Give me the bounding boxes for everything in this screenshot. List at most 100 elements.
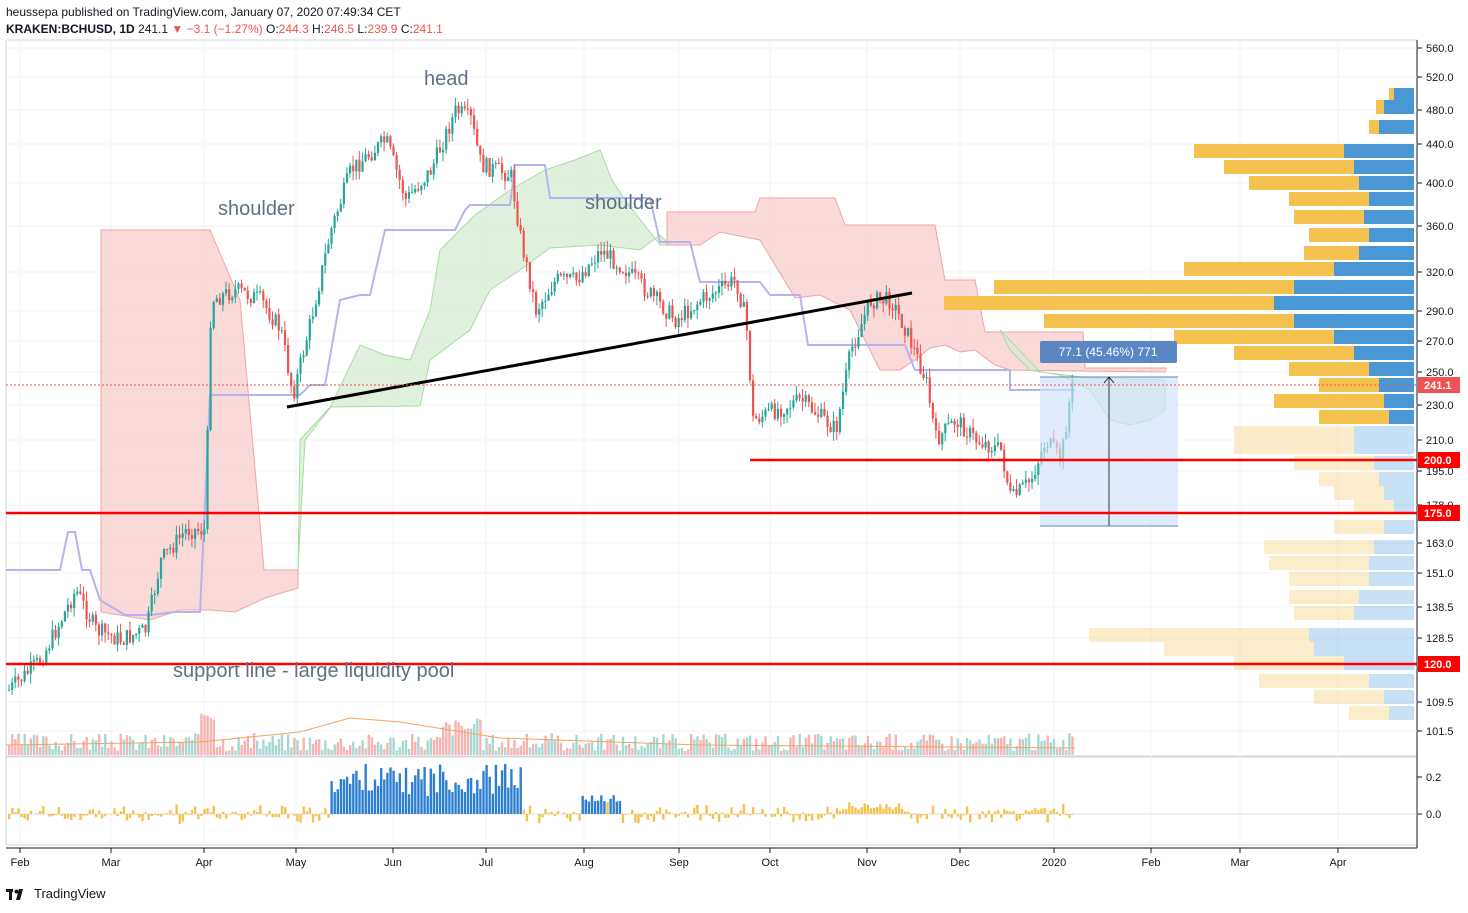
- candle-body: [321, 265, 324, 291]
- candle-body: [748, 330, 752, 381]
- volume-bar: [122, 739, 126, 755]
- time-tick-label: Mar: [102, 857, 121, 869]
- osc-bar: [674, 814, 677, 818]
- candle-body: [333, 216, 336, 229]
- candle-body: [795, 394, 798, 401]
- time-axis[interactable]: Feb Mar Apr May Jun Jul Aug Sep Oct Nov Dec 2020 Feb…: [11, 848, 1347, 869]
- osc-bar: [287, 814, 290, 819]
- candle-body: [1000, 442, 1003, 450]
- head-annotation[interactable]: head: [424, 68, 469, 90]
- candle-body: [57, 626, 60, 638]
- osc-bar: [94, 814, 98, 818]
- volume-bar: [29, 738, 33, 755]
- vp-bar-orange: [1294, 606, 1354, 620]
- oscillator-histogram: [8, 763, 1074, 824]
- vp-bar-blue: [1394, 88, 1414, 102]
- osc-bar: [711, 814, 715, 819]
- volume-bar: [823, 749, 826, 755]
- osc-bar: [615, 801, 618, 814]
- volume-bar: [572, 742, 575, 755]
- time-tick-label: Nov: [857, 857, 877, 869]
- osc-bar: [1040, 808, 1043, 814]
- candle-body: [463, 106, 466, 109]
- osc-bar: [944, 808, 947, 814]
- candle-body: [293, 386, 296, 399]
- vp-bar-blue: [1364, 210, 1414, 224]
- candle-body: [370, 157, 373, 161]
- footer-brand[interactable]: TradingView: [34, 886, 106, 901]
- candle-body: [603, 250, 606, 255]
- osc-bar: [42, 806, 45, 814]
- candle-body: [308, 318, 311, 341]
- symbol-label[interactable]: KRAKEN:BCHUSD, 1D: [6, 22, 135, 36]
- osc-bar: [218, 814, 222, 819]
- volume-bar: [1071, 736, 1074, 755]
- candle-body: [163, 548, 166, 558]
- vp-bar-blue: [1354, 440, 1414, 454]
- volume-bar: [941, 743, 944, 755]
- candle-body: [783, 414, 786, 417]
- volume-bar: [169, 737, 172, 755]
- osc-bar: [237, 814, 240, 816]
- volume-bar: [721, 736, 724, 755]
- support-annotation[interactable]: support line - large liquidity pool: [173, 660, 454, 682]
- vp-bar-blue: [1384, 690, 1414, 704]
- candle-body: [144, 624, 147, 633]
- time-tick-label: Feb: [11, 857, 30, 869]
- volume-bar: [256, 740, 259, 755]
- candle-body: [339, 203, 342, 212]
- candle-body: [352, 165, 355, 172]
- neckline-trendline[interactable]: [286, 291, 913, 409]
- osc-bar: [956, 814, 959, 817]
- volume-bar: [73, 740, 76, 755]
- shoulder-left-annotation[interactable]: shoulder: [218, 198, 295, 220]
- candle-body: [820, 408, 823, 417]
- osc-bar: [141, 814, 144, 822]
- candle-body: [246, 290, 249, 300]
- osc-bar: [448, 789, 451, 814]
- volume-bar: [500, 742, 504, 755]
- osc-bar: [538, 814, 541, 824]
- volume-bar: [745, 737, 749, 755]
- osc-bar: [987, 810, 990, 814]
- osc-bar: [823, 814, 826, 816]
- volume-bar: [274, 745, 277, 755]
- price-badge: [1418, 452, 1460, 468]
- volume-bar: [194, 733, 197, 755]
- volume-bar: [637, 749, 640, 755]
- candle-body: [981, 444, 984, 448]
- volume-bars: [5, 713, 1076, 755]
- volume-bar: [513, 740, 516, 755]
- osc-bar: [916, 814, 919, 824]
- osc-bar: [451, 792, 454, 814]
- volume-bar: [454, 720, 457, 755]
- candle-body: [314, 304, 318, 317]
- shoulder-right-annotation[interactable]: shoulder: [585, 192, 662, 214]
- chart-area[interactable]: 77.1 (45.46%) 771 head shoulder shoulder…: [0, 0, 1468, 880]
- osc-bar: [736, 814, 739, 818]
- osc-bar: [876, 807, 879, 814]
- volume-bar: [299, 750, 302, 755]
- osc-bar: [386, 772, 389, 814]
- candle-body: [987, 441, 990, 453]
- osc-bar: [879, 804, 882, 814]
- open-label: O:: [266, 22, 279, 36]
- osc-bar: [435, 792, 439, 814]
- osc-bar: [122, 806, 126, 814]
- volume-bar: [212, 719, 215, 755]
- volume-bar: [541, 743, 544, 755]
- osc-bar: [516, 788, 519, 814]
- candle-body: [203, 528, 206, 535]
- osc-bar: [308, 807, 312, 814]
- volume-bar: [761, 742, 764, 755]
- osc-bar: [857, 809, 860, 814]
- candle-body: [907, 327, 910, 336]
- volume-bar: [1068, 733, 1071, 755]
- volume-bar: [996, 738, 1000, 755]
- candle-body: [172, 547, 175, 553]
- volume-bar: [770, 744, 773, 755]
- price-tick-label: 151.0: [1426, 568, 1454, 580]
- candle-body: [562, 274, 566, 276]
- candle-body: [361, 161, 364, 172]
- candle-body: [879, 292, 882, 301]
